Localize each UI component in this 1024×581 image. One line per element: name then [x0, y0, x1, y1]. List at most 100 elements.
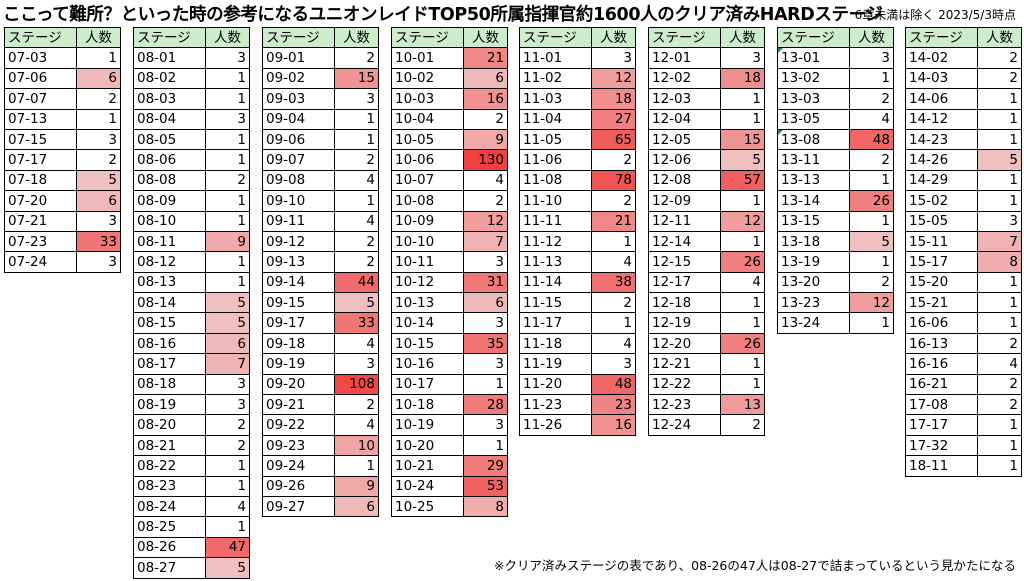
count-cell: 1	[334, 190, 379, 212]
count-cell: 2	[76, 149, 121, 171]
count-cell: 1	[977, 169, 1022, 192]
table-row: 09-04 1	[262, 108, 379, 130]
count-cell: 18	[720, 67, 765, 90]
table-row: 09-12 2	[262, 230, 379, 253]
count-header: 人数	[720, 26, 765, 49]
table-row: 12-24 2	[648, 414, 765, 436]
count-cell: 5	[849, 230, 894, 253]
table-row: 16-21 2	[905, 373, 1022, 396]
stage-cell: 07-06	[4, 67, 77, 90]
stage-cell: 11-05	[519, 128, 592, 151]
stage-cell: 12-08	[648, 169, 721, 192]
table-row: 13-20 2	[777, 271, 894, 294]
table-row: 10-18 28	[391, 394, 508, 416]
count-cell: 18	[591, 88, 636, 110]
table-row: 12-08 57	[648, 169, 765, 192]
table-row: 13-02 1	[777, 67, 894, 90]
count-cell: 2	[334, 230, 379, 253]
table-row: 18-11 1	[905, 455, 1022, 477]
stage-cell: 13-08	[777, 128, 850, 151]
count-cell: 28	[463, 394, 508, 416]
stage-cell: 10-19	[391, 414, 464, 436]
count-cell: 1	[205, 251, 250, 273]
table-row: 14-02 2	[905, 47, 1022, 69]
count-cell: 12	[849, 292, 894, 314]
count-cell: 16	[463, 88, 508, 110]
stage-header: ステージ	[391, 26, 464, 49]
stage-cell: 09-15	[262, 292, 335, 314]
stage-cell: 17-08	[905, 394, 978, 416]
stage-cell: 11-17	[519, 312, 592, 334]
count-cell: 2	[849, 271, 894, 294]
count-cell: 1	[720, 373, 765, 396]
stage-cell: 08-09	[133, 190, 206, 212]
stage-cell: 15-21	[905, 292, 978, 314]
table-row: 15-20 1	[905, 271, 1022, 294]
stage-cell: 10-12	[391, 271, 464, 294]
table-row: 17-32 1	[905, 434, 1022, 457]
stage-cell: 11-03	[519, 88, 592, 110]
table-row: 11-18 4	[519, 332, 636, 355]
stage-cell: 10-15	[391, 332, 464, 355]
count-cell: 6	[76, 67, 121, 90]
stage-cell: 12-04	[648, 108, 721, 130]
table-row: 07-21 3	[4, 210, 121, 232]
table-row: 13-11 2	[777, 149, 894, 171]
count-cell: 10	[334, 434, 379, 457]
stage-cell: 10-20	[391, 434, 464, 457]
table-row: 08-21 2	[133, 434, 250, 457]
count-cell: 6	[334, 495, 379, 518]
table-row: 09-24 1	[262, 455, 379, 477]
count-cell: 26	[849, 190, 894, 212]
stage-cell: 10-17	[391, 373, 464, 396]
table-row: 12-01 3	[648, 47, 765, 69]
stage-cell: 07-03	[4, 47, 77, 69]
count-cell: 2	[334, 47, 379, 69]
count-cell: 7	[463, 230, 508, 253]
count-cell: 2	[205, 169, 250, 192]
count-cell: 1	[720, 190, 765, 212]
count-cell: 1	[849, 251, 894, 273]
count-cell: 9	[205, 230, 250, 253]
count-cell: 1	[720, 312, 765, 334]
stage-cell: 08-02	[133, 67, 206, 90]
table-row: 12-22 1	[648, 373, 765, 396]
table-row: 10-24 53	[391, 475, 508, 497]
count-cell: 1	[977, 414, 1022, 436]
count-cell: 26	[720, 332, 765, 355]
table-row: 08-18 3	[133, 373, 250, 396]
table-header-row: ステージ 人数	[905, 26, 1022, 49]
count-header: 人数	[205, 26, 250, 49]
stage-cell: 09-10	[262, 190, 335, 212]
stage-cell: 09-02	[262, 67, 335, 90]
table-row: 12-15 26	[648, 251, 765, 273]
stage-cell: 09-27	[262, 495, 335, 518]
stage-cell: 12-01	[648, 47, 721, 69]
count-cell: 7	[977, 230, 1022, 253]
table-row: 11-12 1	[519, 230, 636, 253]
count-cell: 2	[591, 292, 636, 314]
count-cell: 4	[334, 332, 379, 355]
stage-cell: 08-08	[133, 169, 206, 192]
table-row: 11-04 27	[519, 108, 636, 130]
table-row: 12-14 1	[648, 230, 765, 253]
count-cell: 1	[849, 169, 894, 192]
stage-cell: 09-21	[262, 394, 335, 416]
stage-cell: 08-04	[133, 108, 206, 130]
count-cell: 9	[463, 128, 508, 151]
count-cell: 38	[591, 271, 636, 294]
stage-cell: 11-02	[519, 67, 592, 90]
stage-cell: 08-24	[133, 495, 206, 518]
count-cell: 1	[205, 149, 250, 171]
stage-cell: 09-19	[262, 353, 335, 375]
table-row: 08-17 7	[133, 353, 250, 375]
stage-cell: 10-05	[391, 128, 464, 151]
stage-cell: 12-14	[648, 230, 721, 253]
count-cell: 2	[591, 190, 636, 212]
stage-cell: 13-05	[777, 108, 850, 130]
count-cell: 2	[205, 434, 250, 457]
count-cell: 8	[977, 251, 1022, 273]
count-cell: 3	[205, 394, 250, 416]
count-cell: 5	[977, 149, 1022, 171]
table-row: 16-06 1	[905, 312, 1022, 334]
